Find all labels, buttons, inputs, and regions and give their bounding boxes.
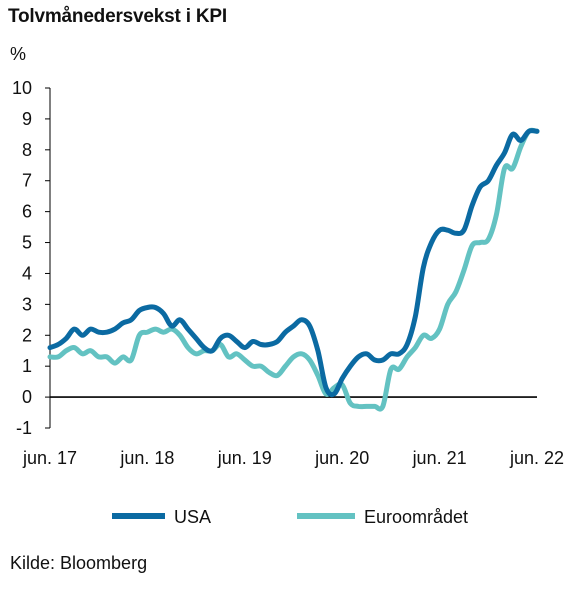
x-tick-label: jun. 20 [314, 448, 369, 468]
x-tick-label: jun. 22 [509, 448, 564, 468]
y-tick-label: 2 [22, 325, 32, 345]
y-tick-label: 10 [12, 78, 32, 98]
y-tick-label: 6 [22, 202, 32, 222]
legend-label-euro: Euroområdet [364, 507, 468, 527]
series-line-usa [47, 128, 540, 398]
y-tick-label: -1 [16, 418, 32, 438]
y-tick-label: 3 [22, 294, 32, 314]
y-tick-label: 7 [22, 171, 32, 191]
source-note: Kilde: Bloomberg [10, 553, 148, 573]
series-line-euro [47, 127, 540, 412]
y-tick-label: 9 [22, 109, 32, 129]
y-axis-unit: % [10, 44, 27, 64]
legend-label-usa: USA [174, 507, 211, 527]
y-tick-label: 5 [22, 233, 32, 253]
x-tick-label: jun. 21 [412, 448, 467, 468]
y-tick-label: 0 [22, 387, 32, 407]
y-tick-label: 8 [22, 140, 32, 160]
x-tick-label: jun. 18 [119, 448, 174, 468]
y-tick-label: 4 [22, 263, 32, 283]
chart-title: Tolvmånedersvekst i KPI [8, 6, 227, 27]
y-tick-label: 1 [22, 356, 32, 376]
x-tick-label: jun. 17 [22, 448, 77, 468]
x-tick-label: jun. 19 [217, 448, 272, 468]
